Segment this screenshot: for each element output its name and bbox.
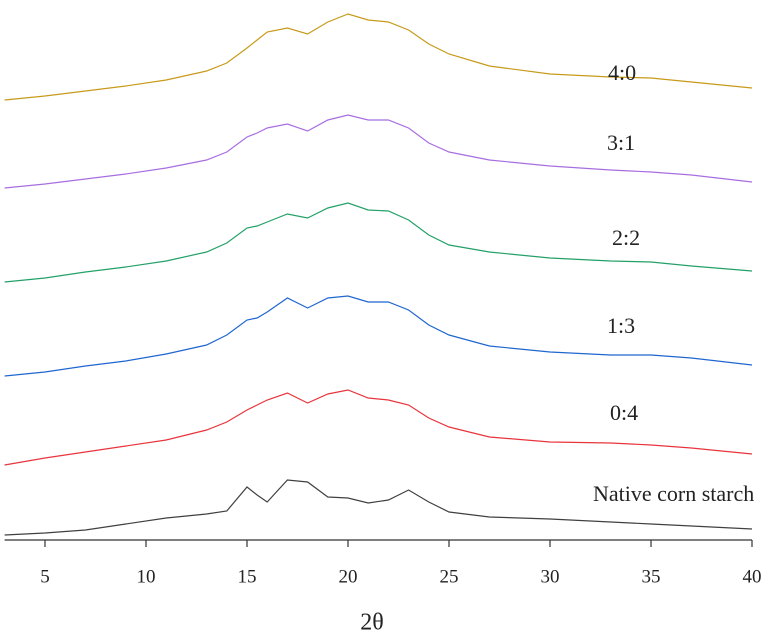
series-line	[4, 479, 753, 536]
x-tick-label: 5	[40, 566, 50, 587]
series-line	[4, 202, 753, 283]
x-tick-label: 25	[440, 566, 459, 587]
x-axis-title: 2θ	[360, 610, 384, 636]
series-label: 1:3	[607, 313, 635, 338]
x-tick-label: 10	[137, 566, 156, 587]
series-label: 3:1	[607, 130, 635, 155]
x-tick-label: 35	[642, 566, 661, 587]
x-tick-label: 40	[743, 566, 762, 587]
series-line	[4, 389, 753, 466]
x-tick-label: 15	[238, 566, 257, 587]
series-label: 2:2	[612, 225, 640, 250]
x-tick-label: 20	[339, 566, 358, 587]
series-label: Native corn starch	[593, 481, 754, 506]
series-line	[4, 13, 753, 101]
series-label: 4:0	[608, 60, 636, 85]
series-line	[4, 114, 753, 189]
x-tick-label: 30	[541, 566, 560, 587]
series-label: 0:4	[610, 400, 638, 425]
series-line	[4, 295, 753, 377]
